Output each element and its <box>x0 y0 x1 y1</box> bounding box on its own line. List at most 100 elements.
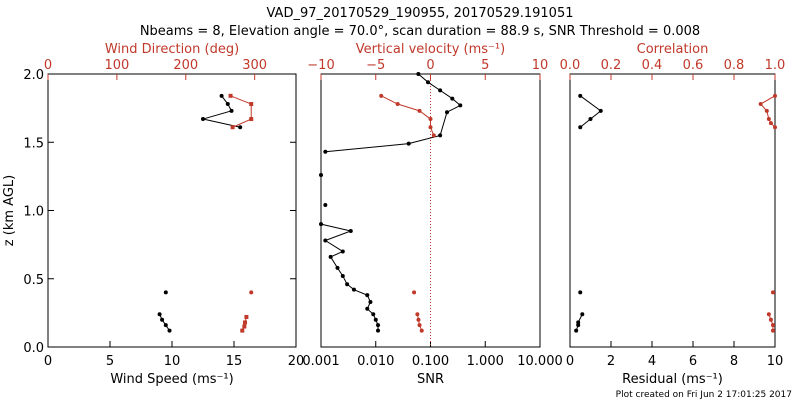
x-top-tick-label: 5 <box>481 58 489 73</box>
data-point <box>365 293 370 298</box>
data-point <box>417 323 422 328</box>
x-top-tick-label: −10 <box>307 58 334 73</box>
y-tick-label: 1.0 <box>23 205 44 220</box>
figure-title-line2: Nbeams = 8, Elevation angle = 70.0°, sca… <box>140 24 700 39</box>
data-point <box>438 88 443 93</box>
x-top-tick-label: 1.0 <box>765 58 786 73</box>
data-point <box>598 108 603 113</box>
x-top-tick-label: 0 <box>426 58 434 73</box>
data-point <box>412 290 417 295</box>
data-point <box>431 133 436 138</box>
panel-wind: 0.0 0.5 1.0 1.5 2.0 z (km AGL) 0 5 10 15 20 Wind Sp… <box>2 42 304 387</box>
data-point <box>766 117 771 122</box>
data-point <box>578 93 583 98</box>
series-line-snr-6 <box>416 314 423 331</box>
data-point <box>415 312 420 317</box>
x-top-tick-label: 0 <box>44 58 52 73</box>
series-line-snr-4 <box>381 95 435 136</box>
x-bottom-tick-label: 5 <box>106 354 114 369</box>
data-point <box>328 254 333 259</box>
data-point <box>240 328 245 333</box>
series-line-wind-0 <box>202 95 241 128</box>
data-point <box>416 317 421 322</box>
plot-frame <box>569 73 776 348</box>
series-line-wind-1 <box>159 314 170 331</box>
figure-title-line1: VAD_97_20170529_190955, 20170529.191051 <box>267 6 574 21</box>
data-point <box>758 102 763 107</box>
x-top-tick-label: 0.6 <box>683 58 704 73</box>
series-line-snr-3 <box>320 223 379 331</box>
data-point <box>578 290 583 295</box>
data-point <box>229 108 234 113</box>
x-top-tick-label: 10 <box>532 58 549 73</box>
x-bottom-tick-label: 20 <box>288 354 305 369</box>
series-line-quality-5 <box>768 314 774 331</box>
data-point <box>773 125 777 130</box>
y-tick-label: 0.0 <box>23 341 44 356</box>
plot-frame <box>47 73 297 348</box>
x-bottom-tick-label: 0.100 <box>412 354 449 369</box>
data-point <box>163 290 168 295</box>
x-bottom-tick-label: 0.010 <box>357 354 394 369</box>
x-bottom-tick-label: 10.000 <box>517 354 563 369</box>
x-bottom-tick-label: 8 <box>730 354 738 369</box>
data-point <box>157 312 162 317</box>
y-tick-label: 2.0 <box>23 68 44 83</box>
data-point <box>163 323 168 328</box>
y-tick-label: 0.5 <box>23 273 44 288</box>
x-bottom-tick-label: 4 <box>648 354 656 369</box>
x-bottom-tick-label: 0 <box>44 354 52 369</box>
x-bottom-tick-label: 10 <box>164 354 181 369</box>
x-top-tick-label: 200 <box>173 58 198 73</box>
data-point <box>323 238 328 243</box>
data-point <box>345 282 350 287</box>
panel-snr: 0.001 0.010 0.100 1.000 10.000 SNR −10 −5 0 5 10 Ve… <box>302 42 562 387</box>
data-point <box>770 290 775 295</box>
data-point <box>225 102 230 107</box>
data-point <box>766 312 771 317</box>
data-point <box>238 125 243 130</box>
data-point <box>458 103 463 108</box>
y-tick-label: 1.5 <box>23 136 44 151</box>
series-line-quality-0 <box>579 95 602 128</box>
data-point <box>395 102 400 107</box>
x-top-tick-label: 100 <box>104 58 129 73</box>
data-point <box>201 117 205 122</box>
x-bottom-tick-label: 6 <box>689 354 697 369</box>
data-point <box>416 72 421 76</box>
data-point <box>351 287 356 292</box>
data-point <box>319 173 323 178</box>
x-top-tick-label: 300 <box>242 58 267 73</box>
data-point <box>764 108 769 113</box>
data-point <box>249 117 254 122</box>
data-point <box>323 149 328 154</box>
data-point <box>167 328 172 333</box>
x-bottom-axis-label: Residual (ms⁻¹) <box>622 372 723 387</box>
x-top-tick-label: 0.4 <box>642 58 663 73</box>
data-point <box>450 96 455 101</box>
data-point <box>768 317 773 322</box>
data-point <box>242 324 247 329</box>
data-point <box>160 317 165 322</box>
x-bottom-tick-label: 2 <box>607 354 615 369</box>
series-line-wind-3 <box>230 95 252 128</box>
series-line-wind-5 <box>241 316 247 331</box>
data-point <box>576 323 581 328</box>
data-point <box>373 317 378 322</box>
data-point <box>228 93 233 98</box>
series-line-snr-0 <box>325 73 462 153</box>
x-bottom-tick-label: 1.000 <box>467 354 504 369</box>
data-point <box>376 328 381 333</box>
data-point <box>428 117 433 122</box>
data-point <box>340 249 345 254</box>
x-bottom-axis-label: SNR <box>417 372 444 387</box>
data-point <box>243 320 248 325</box>
x-top-tick-label: 0.8 <box>724 58 745 73</box>
data-point <box>768 121 773 126</box>
x-top-axis-label: Wind Direction (deg) <box>105 42 239 57</box>
data-point <box>219 93 224 98</box>
x-bottom-tick-label: 0.001 <box>302 354 339 369</box>
x-bottom-tick-label: 0 <box>566 354 574 369</box>
